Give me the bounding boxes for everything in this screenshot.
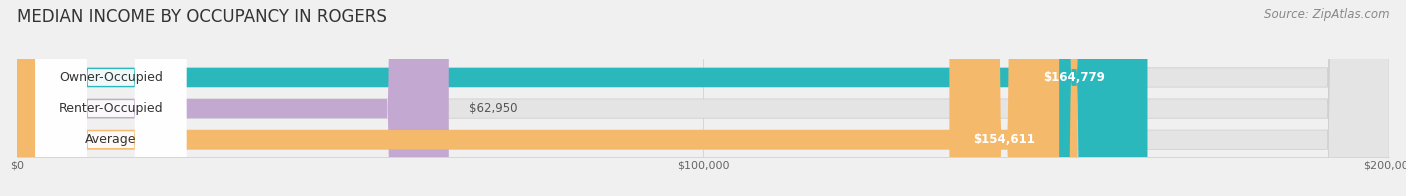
FancyBboxPatch shape	[17, 0, 449, 196]
Text: $154,611: $154,611	[973, 133, 1035, 146]
FancyBboxPatch shape	[35, 0, 187, 196]
FancyBboxPatch shape	[1019, 0, 1129, 196]
Text: Owner-Occupied: Owner-Occupied	[59, 71, 163, 84]
FancyBboxPatch shape	[17, 0, 1389, 196]
Text: Average: Average	[86, 133, 136, 146]
Text: $62,950: $62,950	[470, 102, 517, 115]
FancyBboxPatch shape	[17, 0, 1147, 196]
Text: MEDIAN INCOME BY OCCUPANCY IN ROGERS: MEDIAN INCOME BY OCCUPANCY IN ROGERS	[17, 8, 387, 26]
FancyBboxPatch shape	[949, 0, 1059, 196]
Text: Source: ZipAtlas.com: Source: ZipAtlas.com	[1264, 8, 1389, 21]
Text: Renter-Occupied: Renter-Occupied	[59, 102, 163, 115]
FancyBboxPatch shape	[35, 0, 187, 196]
FancyBboxPatch shape	[17, 0, 1389, 196]
FancyBboxPatch shape	[35, 0, 187, 196]
FancyBboxPatch shape	[17, 0, 1389, 196]
Text: $164,779: $164,779	[1043, 71, 1105, 84]
FancyBboxPatch shape	[17, 0, 1078, 196]
